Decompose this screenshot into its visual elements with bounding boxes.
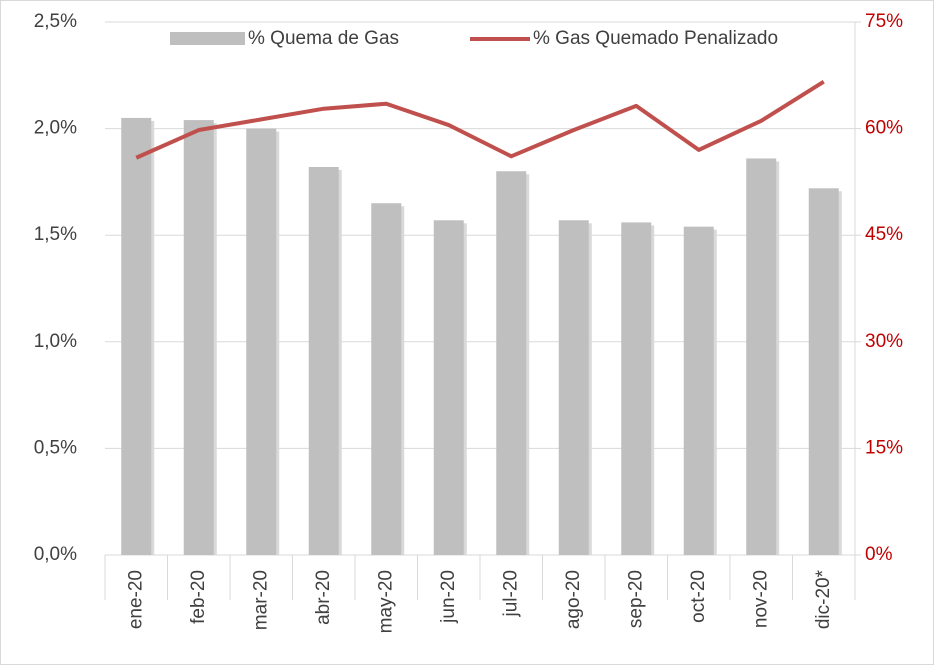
x-tick-label: nov-20 <box>750 570 771 628</box>
y2-tick-label: 60% <box>865 118 903 139</box>
x-tick-label: jul-20 <box>500 570 521 617</box>
bar <box>746 158 777 555</box>
bar <box>558 220 589 555</box>
x-tick-label: ago-20 <box>563 570 584 629</box>
bar <box>808 188 839 555</box>
x-tick-label: may-20 <box>375 570 396 633</box>
bar <box>496 171 527 556</box>
x-tick-label: sep-20 <box>625 570 646 628</box>
y-tick-label: 2,0% <box>34 118 77 139</box>
y-tick-label: 1,0% <box>34 331 77 352</box>
bar <box>371 203 402 555</box>
y2-tick-label: 0% <box>865 544 893 565</box>
bar <box>246 128 277 555</box>
y-tick-label: 1,5% <box>34 224 77 245</box>
bar <box>308 166 339 555</box>
y2-tick-label: 75% <box>865 11 903 32</box>
bar <box>683 226 714 555</box>
x-tick-label: feb-20 <box>188 570 209 624</box>
bar <box>621 222 652 555</box>
x-tick-label: ene-20 <box>125 570 146 629</box>
x-tick-label: abr-20 <box>313 570 334 625</box>
x-tick-label: oct-20 <box>688 570 709 623</box>
y-tick-label: 0,0% <box>34 544 77 565</box>
bar <box>121 117 152 555</box>
y2-tick-label: 45% <box>865 224 903 245</box>
bar <box>433 220 464 555</box>
y-tick-label: 0,5% <box>34 437 77 458</box>
legend-swatch <box>170 32 245 45</box>
x-tick-label: mar-20 <box>250 570 271 630</box>
y2-tick-label: 15% <box>865 437 903 458</box>
x-tick-label: jun-20 <box>438 570 459 624</box>
legend-label: % Quema de Gas <box>248 28 399 49</box>
y-tick-label: 2,5% <box>34 11 77 32</box>
legend-label: % Gas Quemado Penalizado <box>533 28 778 49</box>
y2-tick-label: 30% <box>865 331 903 352</box>
line <box>135 80 825 160</box>
bar <box>183 120 214 556</box>
x-tick-label: dic-20* <box>813 569 834 629</box>
